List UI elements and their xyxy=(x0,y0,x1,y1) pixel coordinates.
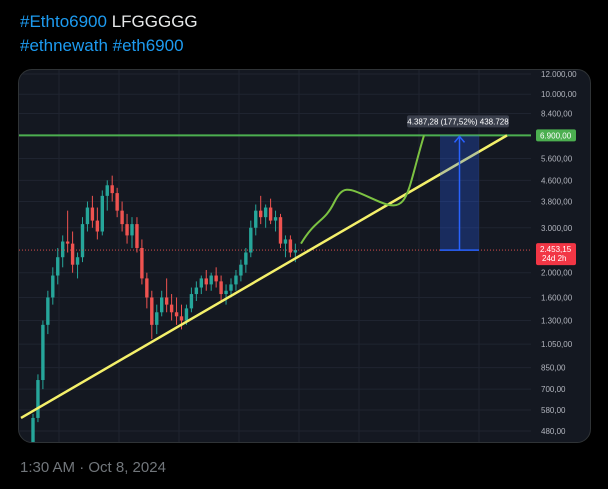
y-tick-label: 850,00 xyxy=(541,364,566,373)
y-tick-label: 1.300,00 xyxy=(541,316,573,325)
candle xyxy=(145,278,149,298)
chart-grid xyxy=(19,70,531,442)
candle xyxy=(174,312,179,317)
candle xyxy=(56,257,60,276)
candle xyxy=(224,290,228,295)
chart-image[interactable]: 4.387,28 (177,52%) 438.728 12.000,00 10.0… xyxy=(18,69,591,443)
candles xyxy=(31,175,298,442)
measure-label-bg xyxy=(407,115,509,128)
candle xyxy=(268,207,273,221)
hashtag-eth6900[interactable]: #eth6900 xyxy=(112,36,184,55)
post-body-text: LFGGGGG xyxy=(106,12,198,31)
price-axis: 12.000,00 10.000,00 8.400,00 5.600,00 4.600,… xyxy=(536,70,577,436)
candle xyxy=(179,316,184,321)
candle xyxy=(110,185,114,194)
candle xyxy=(85,207,90,225)
price-chart: 4.387,28 (177,52%) 438.728 12.000,00 10.0… xyxy=(19,70,577,442)
candle xyxy=(263,207,268,218)
candle xyxy=(249,227,253,253)
y-tick-label: 8.400,00 xyxy=(541,110,573,119)
y-tick-label: 1.600,00 xyxy=(541,293,573,302)
candle xyxy=(254,210,258,228)
y-tick-label: 2.000,00 xyxy=(541,269,573,278)
candle xyxy=(150,297,154,325)
y-tick-label: 3.000,00 xyxy=(541,224,573,233)
candle xyxy=(273,217,278,221)
measure-label: 4.387,28 (177,52%) 438.728 xyxy=(407,117,509,126)
candle xyxy=(244,252,248,265)
hashtag-ethto6900[interactable]: #Ethto6900 xyxy=(20,12,107,31)
candle xyxy=(229,284,233,291)
candle xyxy=(293,250,298,253)
post-timestamp[interactable]: 1:30 AM · Oct 8, 2024 xyxy=(20,459,166,476)
candle xyxy=(219,281,223,295)
candle xyxy=(283,239,288,244)
y-tick-label: 580,00 xyxy=(541,406,566,415)
candle xyxy=(61,241,65,258)
candle xyxy=(125,224,129,236)
candle xyxy=(130,224,134,236)
post-text: #Ethto6900 LFGGGGG #ethnewath #eth6900 xyxy=(20,10,198,58)
candle xyxy=(135,224,139,248)
measure-tool: 4.387,28 (177,52%) 438.728 xyxy=(407,115,509,251)
candle xyxy=(209,275,213,285)
candle xyxy=(164,297,169,305)
candle xyxy=(239,264,243,276)
candle xyxy=(278,217,283,244)
y-tick-label: 4.600,00 xyxy=(541,176,573,185)
candle xyxy=(105,185,109,196)
candle xyxy=(199,278,203,288)
candle xyxy=(184,308,189,321)
ascending-trend-line xyxy=(20,134,508,420)
candle xyxy=(204,278,208,285)
y-tick-label: 3.800,00 xyxy=(541,198,573,207)
candle xyxy=(140,247,144,279)
candle xyxy=(160,297,164,313)
candle xyxy=(194,287,199,295)
candle xyxy=(51,275,55,298)
candle xyxy=(36,380,40,418)
candle xyxy=(288,239,293,253)
y-tick-label: 10.000,00 xyxy=(541,90,577,99)
hashtag-ethnewath[interactable]: #ethnewath xyxy=(20,36,108,55)
candle xyxy=(31,417,35,442)
y-tick-label: 700,00 xyxy=(541,385,566,394)
candle xyxy=(115,193,119,211)
current-price-label: 2.453,15 xyxy=(540,245,572,254)
candle xyxy=(169,304,174,313)
candle xyxy=(234,275,238,285)
candle xyxy=(41,324,45,381)
candle xyxy=(46,297,50,325)
candle xyxy=(65,241,70,244)
candle xyxy=(120,210,124,225)
candle xyxy=(189,294,194,309)
candle xyxy=(75,257,80,265)
candle xyxy=(214,275,218,282)
candle xyxy=(90,207,95,221)
target-price-badge xyxy=(536,129,576,142)
candle xyxy=(95,220,100,232)
candle xyxy=(155,312,159,325)
candle xyxy=(80,224,85,258)
projection-path xyxy=(300,135,425,245)
y-tick-label: 480,00 xyxy=(541,427,566,436)
candle xyxy=(259,210,263,218)
current-price-badge xyxy=(536,243,576,266)
y-tick-label: 12.000,00 xyxy=(541,70,577,79)
target-price-label: 6.900,00 xyxy=(540,131,572,140)
candle xyxy=(70,243,75,265)
candle xyxy=(100,195,104,232)
current-countdown-label: 24d 2h xyxy=(542,254,566,263)
y-tick-label: 5.600,00 xyxy=(541,155,573,164)
y-tick-label: 1.050,00 xyxy=(541,340,573,349)
arrow-head-icon xyxy=(453,135,466,143)
